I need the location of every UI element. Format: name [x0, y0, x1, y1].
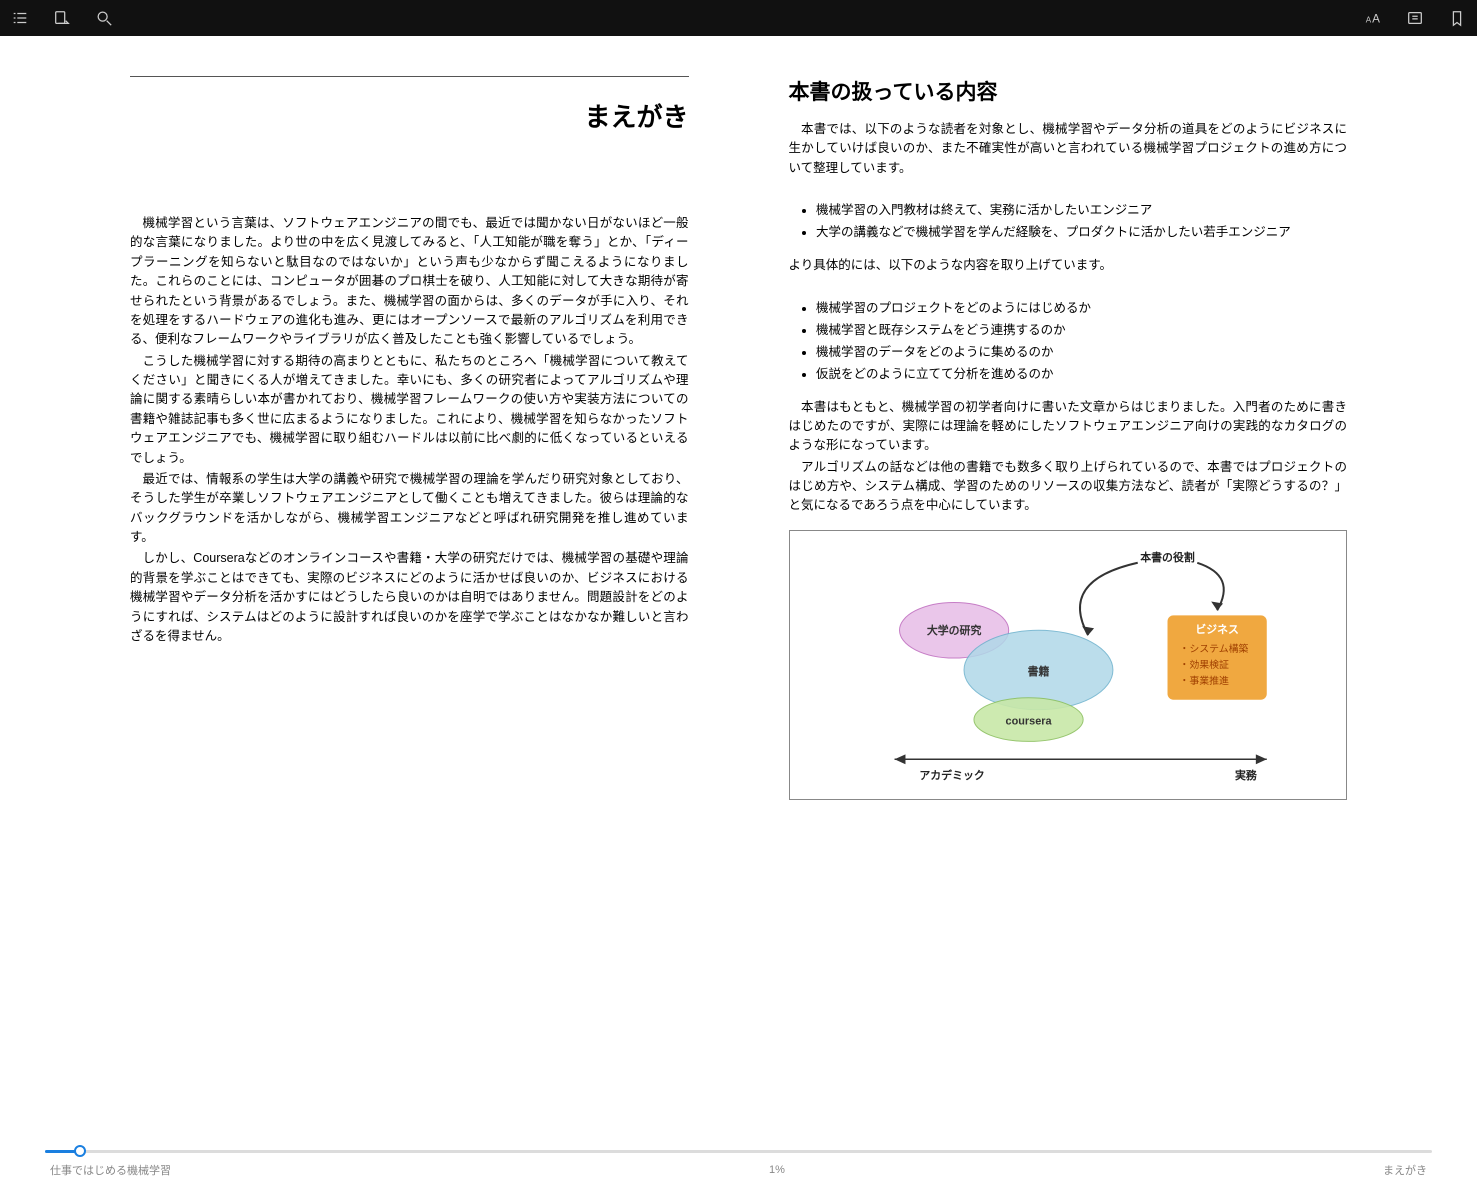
svg-text:大学の研究: 大学の研究: [926, 623, 981, 637]
svg-text:書籍: 書籍: [1027, 664, 1049, 678]
body-paragraph: 本書はもともと、機械学習の初学者向けに書いた文章からはじまりました。入門者のため…: [789, 398, 1348, 456]
section-heading: 本書の扱っている内容: [789, 76, 1348, 106]
svg-text:A: A: [1366, 16, 1372, 25]
svg-text:実務: 実務: [1235, 768, 1258, 782]
content-spread: まえがき 機械学習という言葉は、ソフトウェアエンジニアの間でも、最近では聞かない…: [0, 36, 1477, 1143]
list-item: 機械学習のデータをどのように集めるのか: [816, 342, 1347, 362]
progress-thumb[interactable]: [74, 1145, 86, 1157]
svg-text:A: A: [1372, 13, 1380, 26]
reader-topbar: AA: [0, 0, 1477, 36]
progress-percent-label: 1%: [769, 1164, 785, 1176]
svg-text:・システム構築: ・システム構築: [1179, 642, 1248, 655]
svg-text:・事業推進: ・事業推進: [1179, 674, 1229, 687]
svg-text:本書の役割: 本書の役割: [1140, 550, 1195, 564]
search-icon[interactable]: [94, 8, 114, 28]
list-item: 機械学習のプロジェクトをどのようにはじめるか: [816, 298, 1347, 318]
audience-list: 機械学習の入門教材は終えて、実務に活かしたいエンジニア大学の講義などで機械学習を…: [789, 200, 1348, 242]
svg-text:coursera: coursera: [1005, 715, 1052, 727]
topics-list: 機械学習のプロジェクトをどのようにはじめるか機械学習と既存システムをどう連携する…: [789, 298, 1348, 384]
body-paragraph: しかし、Courseraなどのオンラインコースや書籍・大学の研究だけでは、機械学…: [130, 549, 689, 646]
toolbar-left-group: [10, 8, 114, 28]
toc-icon[interactable]: [10, 8, 30, 28]
notes-icon[interactable]: [52, 8, 72, 28]
list-item: 機械学習の入門教材は終えて、実務に活かしたいエンジニア: [816, 200, 1347, 220]
book-title-label: 仕事ではじめる機械学習: [50, 1162, 171, 1178]
svg-text:ビジネス: ビジネス: [1195, 622, 1239, 636]
body-paragraph: 機械学習という言葉は、ソフトウェアエンジニアの間でも、最近では聞かない日がないほ…: [130, 214, 689, 350]
concept-diagram: 本書の役割大学の研究書籍 coursera ビジネス・システム構築・効果検証・事業推…: [789, 530, 1348, 800]
title-rule: [130, 76, 689, 77]
svg-text:アカデミック: アカデミック: [919, 768, 984, 782]
progress-bar[interactable]: [0, 1143, 1477, 1159]
body-paragraph: より具体的には、以下のような内容を取り上げています。: [789, 256, 1348, 275]
list-item: 大学の講義などで機械学習を学んだ経験を、プロダクトに活かしたい若手エンジニア: [816, 222, 1347, 242]
body-paragraph: アルゴリズムの話などは他の書籍でも数多く取り上げられているので、本書ではプロジェ…: [789, 458, 1348, 516]
svg-text:・効果検証: ・効果検証: [1179, 658, 1229, 671]
reader-footer: 仕事ではじめる機械学習 1% まえがき: [0, 1159, 1477, 1185]
list-item: 仮説をどのように立てて分析を進めるのか: [816, 364, 1347, 384]
share-icon[interactable]: [1405, 8, 1425, 28]
toolbar-right-group: AA: [1363, 8, 1467, 28]
font-settings-icon[interactable]: AA: [1363, 8, 1383, 28]
body-paragraph: 最近では、情報系の学生は大学の講義や研究で機械学習の理論を学んだり研究対象として…: [130, 470, 689, 548]
list-item: 機械学習と既存システムをどう連携するのか: [816, 320, 1347, 340]
body-paragraph: 本書では、以下のような読者を対象とし、機械学習やデータ分析の道具をどのようにビジ…: [789, 120, 1348, 178]
body-paragraph: こうした機械学習に対する期待の高まりとともに、私たちのところへ「機械学習について…: [130, 352, 689, 468]
bookmark-icon[interactable]: [1447, 8, 1467, 28]
section-title-label: まえがき: [1383, 1162, 1427, 1178]
page-right: 本書の扱っている内容 本書では、以下のような読者を対象とし、機械学習やデータ分析…: [779, 76, 1408, 1123]
chapter-title: まえがき: [130, 97, 689, 134]
progress-track[interactable]: [45, 1150, 1432, 1153]
page-left: まえがき 機械学習という言葉は、ソフトウェアエンジニアの間でも、最近では聞かない…: [70, 76, 699, 1123]
